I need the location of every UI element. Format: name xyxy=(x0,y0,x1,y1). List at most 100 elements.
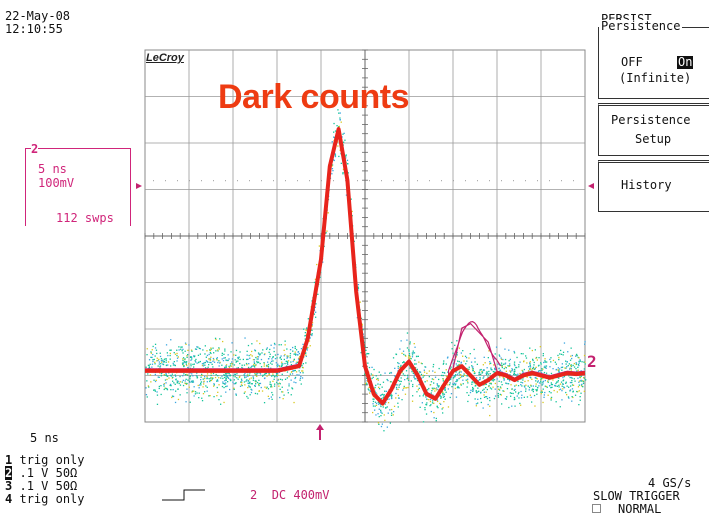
persistence-dot xyxy=(225,365,227,367)
channel2-row[interactable]: 2 .1 V 50Ω xyxy=(5,466,77,480)
persistence-dot xyxy=(488,385,490,388)
persistence-dot xyxy=(311,322,314,324)
persistence-dot xyxy=(277,363,279,365)
persistence-dot xyxy=(244,377,246,379)
persistence-dot xyxy=(243,392,245,394)
persistence-dot xyxy=(169,354,171,357)
persistence-toggle-button[interactable]: Persistence OFF On (Infinite) xyxy=(598,20,709,99)
persistence-dot xyxy=(160,373,163,375)
persistence-dot xyxy=(241,367,244,369)
persistence-dot xyxy=(540,393,542,395)
persistence-dot xyxy=(478,373,480,376)
persistence-dot xyxy=(210,348,212,350)
history-button[interactable]: History xyxy=(598,160,709,212)
persistence-dot xyxy=(497,394,499,397)
channel2-info-box[interactable]: 2 5 ns 100mV 112 swps xyxy=(25,143,131,226)
persistence-dot xyxy=(336,125,338,127)
persistence-dot xyxy=(558,377,560,379)
persistence-dot xyxy=(317,293,319,295)
channel4-row[interactable]: 4 trig only xyxy=(5,493,85,506)
persistence-dot xyxy=(213,359,215,361)
persistence-dot xyxy=(287,363,289,365)
persistence-dot xyxy=(276,381,278,384)
persistence-dot xyxy=(191,381,193,383)
persistence-dot xyxy=(222,377,224,380)
persistence-dot xyxy=(567,365,569,367)
persistence-dot xyxy=(526,376,528,378)
persistence-dot xyxy=(529,361,531,363)
persistence-dot xyxy=(392,414,394,416)
trigger-info[interactable]: 2 DC 400mV xyxy=(250,489,329,502)
persistence-dot xyxy=(327,212,329,214)
persistence-dot xyxy=(413,352,416,354)
persistence-dot xyxy=(278,344,280,346)
persistence-dot xyxy=(234,359,236,361)
persistence-dot xyxy=(310,333,312,336)
persistence-dot xyxy=(395,397,397,399)
persistence-dot xyxy=(173,382,175,384)
persistence-dot xyxy=(412,350,414,352)
persistence-dot xyxy=(515,391,517,393)
persistence-dot xyxy=(457,386,459,389)
persistence-dot xyxy=(558,384,560,386)
persistence-dot xyxy=(295,382,297,384)
persistence-dot xyxy=(192,381,195,383)
persistence-dot xyxy=(372,374,374,376)
persistence-dot xyxy=(192,363,194,366)
persistence-dot xyxy=(460,384,462,386)
persistence-dot xyxy=(181,381,183,383)
persistence-dot xyxy=(458,372,460,374)
persistence-dot xyxy=(257,356,260,358)
persistence-dot xyxy=(286,360,288,363)
persistence-dot xyxy=(300,375,302,378)
persistence-dot xyxy=(165,364,168,366)
persistence-dot xyxy=(162,360,164,363)
persistence-dot xyxy=(256,362,258,364)
persistence-dot xyxy=(154,373,156,376)
reference-dot xyxy=(165,180,166,182)
persistence-dot xyxy=(228,365,230,368)
persistence-dot xyxy=(418,372,420,374)
persistence-dot xyxy=(278,385,280,387)
persistence-dot xyxy=(163,383,166,385)
persistence-dot xyxy=(248,354,250,357)
persistence-dot xyxy=(583,354,586,357)
persistence-dot xyxy=(193,395,195,397)
persistence-dot xyxy=(406,347,409,349)
persistence-dot xyxy=(173,361,175,363)
persistence-dot xyxy=(497,386,499,388)
persistence-dot xyxy=(196,376,199,379)
persistence-dot xyxy=(543,394,545,396)
persistence-label: Persistence xyxy=(599,19,683,33)
persistence-dot xyxy=(532,385,534,387)
persistence-dot xyxy=(532,366,535,368)
persistence-dot xyxy=(460,361,462,363)
channel1-row[interactable]: 1 trig only xyxy=(5,454,85,467)
persistence-setup-button[interactable]: Persistence Setup xyxy=(598,103,709,156)
persistence-dot xyxy=(409,358,411,360)
persistence-dot xyxy=(246,395,248,398)
persistence-dot xyxy=(487,373,490,375)
persistence-dot xyxy=(146,348,148,350)
persistence-dot xyxy=(439,402,441,405)
persistence-dot xyxy=(185,374,187,376)
persistence-dot xyxy=(447,406,450,408)
persistence-dot xyxy=(188,344,190,346)
persistence-dot xyxy=(477,387,479,389)
persistence-dot xyxy=(421,363,423,365)
persistence-dot xyxy=(198,387,200,389)
persistence-dot xyxy=(147,364,150,366)
persistence-dot xyxy=(380,425,383,428)
persistence-dot xyxy=(267,361,269,363)
persistence-dot xyxy=(194,348,197,350)
persistence-dot xyxy=(530,396,532,398)
persistence-dot xyxy=(186,392,188,394)
channel3-row[interactable]: 3 .1 V 50Ω xyxy=(5,480,77,493)
persistence-dot xyxy=(525,390,527,392)
persistence-dot xyxy=(518,366,520,368)
persistence-dot xyxy=(290,394,292,396)
persistence-dot xyxy=(197,384,199,387)
persistence-dot xyxy=(563,342,566,344)
persistence-dot xyxy=(257,358,259,360)
